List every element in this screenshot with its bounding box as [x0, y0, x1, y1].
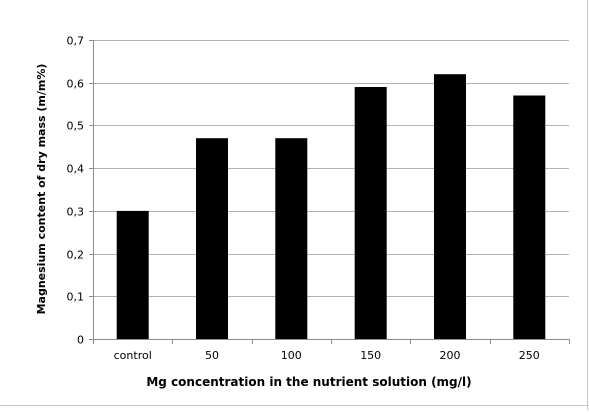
x-tick-labels: control 50 100 150 200 250	[114, 349, 540, 362]
x-tick-label: 200	[440, 349, 461, 362]
bars	[116, 74, 546, 339]
bar-50	[196, 138, 228, 339]
y-tick-label: 0,2	[67, 249, 85, 262]
bar-100	[275, 138, 308, 339]
x-tick-label: 150	[360, 349, 381, 362]
y-tick-label: 0,5	[67, 120, 85, 133]
y-tick-label: 0,1	[67, 291, 85, 304]
bar-200	[434, 74, 466, 339]
y-tick-label: 0,6	[67, 78, 85, 91]
x-tick-label: 100	[281, 349, 302, 362]
y-tick-labels: 0 0,1 0,2 0,3 0,4 0,5 0,6 0,7	[67, 35, 85, 347]
x-axis-title: Mg concentration in the nutrient solutio…	[146, 375, 471, 389]
y-tick-label: 0,7	[67, 35, 85, 48]
bar-150	[354, 87, 387, 339]
gridlines	[93, 40, 569, 297]
x-tick-label: 250	[519, 349, 540, 362]
bar-250	[513, 95, 546, 339]
frame-bottom-edge	[0, 405, 589, 406]
y-tick-label: 0,4	[67, 163, 85, 176]
x-tick-label: 50	[205, 349, 219, 362]
y-tick-label: 0,3	[67, 206, 85, 219]
x-tick-label: control	[114, 349, 152, 362]
y-tick-label: 0	[77, 334, 84, 347]
frame-right-edge	[587, 0, 588, 410]
bar-control	[116, 210, 149, 339]
axes	[89, 40, 570, 344]
y-axis-title: Magnesium content of dry mass (m/m%)	[35, 64, 48, 315]
